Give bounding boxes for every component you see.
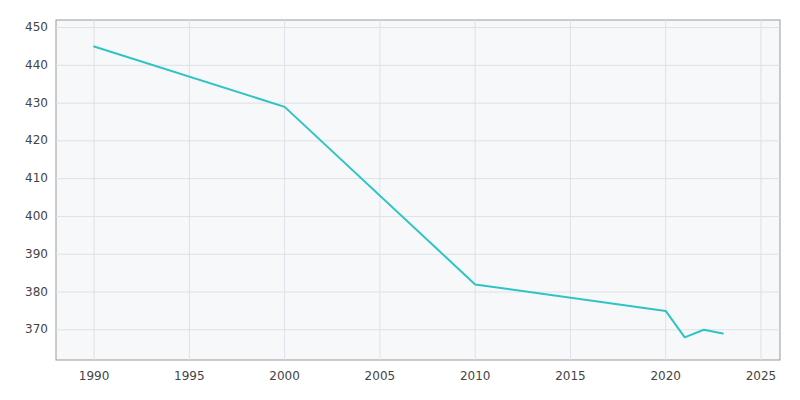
grid-line-x: [284, 20, 285, 360]
grid-line-x: [189, 20, 190, 360]
x-tick-label: 1990: [79, 369, 110, 383]
plot-frame: [56, 20, 780, 360]
y-tick-label: 430: [25, 96, 48, 110]
grid-line-x: [94, 20, 95, 360]
y-tick-label: 440: [25, 58, 48, 72]
x-tick-label: 2025: [746, 369, 777, 383]
y-tick-label: 390: [25, 247, 48, 261]
grid-line-y: [56, 216, 780, 217]
page: {"chart_data": {"type": "line", "x": [19…: [0, 0, 800, 400]
y-tick-label: 450: [25, 20, 48, 34]
y-tick-label: 400: [25, 209, 48, 223]
grid: [56, 20, 780, 360]
axes: 370 380 390 400 410 420 430 440 450 1990 1995 2000 2…: [25, 20, 776, 383]
grid-line-y: [56, 254, 780, 255]
y-tick-label: 370: [25, 322, 48, 336]
x-tick-label: 2015: [555, 369, 586, 383]
grid-line-x: [379, 20, 380, 360]
chart-container: 370 380 390 400 410 420 430 440 450 1990 1995 2000 2…: [0, 0, 800, 400]
grid-line-x: [570, 20, 571, 360]
x-tick-label: 2000: [269, 369, 300, 383]
x-tick-label: 2005: [365, 369, 396, 383]
y-tick-label: 410: [25, 171, 48, 185]
grid-line-x: [665, 20, 666, 360]
grid-line-y: [56, 178, 780, 179]
grid-line-x: [760, 20, 761, 360]
x-tick-label: 2010: [460, 369, 491, 383]
x-tick-label: 1995: [174, 369, 205, 383]
grid-line-y: [56, 65, 780, 66]
grid-line-y: [56, 292, 780, 293]
grid-line-y: [56, 27, 780, 28]
y-tick-label: 380: [25, 285, 48, 299]
grid-line-x: [475, 20, 476, 360]
y-tick-label: 420: [25, 133, 48, 147]
grid-line-y: [56, 103, 780, 104]
data-layer: [94, 46, 723, 337]
grid-line-y: [56, 140, 780, 141]
x-tick-label: 2020: [650, 369, 681, 383]
data-line: [94, 46, 723, 337]
chart: 370 380 390 400 410 420 430 440 450 1990 1995 2000 2…: [0, 0, 800, 400]
grid-line-y: [56, 329, 780, 330]
